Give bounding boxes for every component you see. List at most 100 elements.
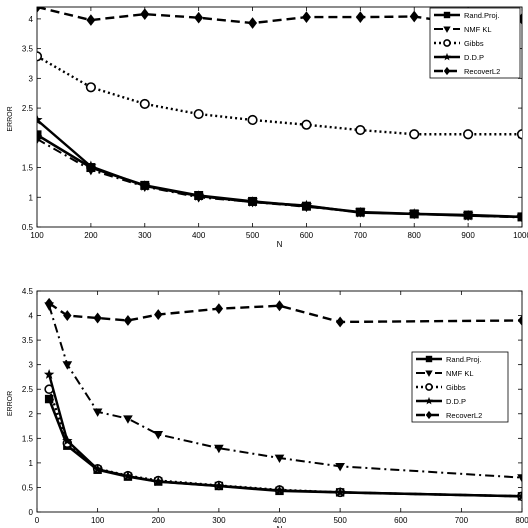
y-axis-label: ERROR — [7, 391, 14, 416]
x-tick-label: 700 — [354, 231, 368, 240]
series-D.D.P — [37, 114, 522, 222]
data-point — [334, 486, 346, 497]
data-point — [335, 462, 345, 472]
data-point — [516, 490, 522, 501]
data-point — [63, 310, 72, 322]
data-point — [409, 129, 420, 140]
data-point — [354, 206, 366, 218]
y-tick-label: 4.5 — [22, 287, 34, 296]
x-tick-label: 400 — [273, 516, 287, 525]
data-point — [274, 454, 285, 464]
data-point — [213, 480, 225, 491]
series-line — [37, 138, 522, 219]
data-point — [193, 190, 205, 201]
legend-label: NMF KL — [464, 25, 492, 34]
data-point — [139, 180, 151, 191]
legend-marker — [443, 11, 451, 19]
x-axis-label: N — [277, 240, 283, 249]
legend: Rand.Proj. NMF KL Gibbs D.D.P RecoverL2 — [429, 7, 521, 79]
data-point — [462, 209, 474, 221]
x-tick-label: 800 — [515, 516, 528, 525]
y-axis-label: ERROR — [7, 106, 14, 131]
data-point — [62, 361, 73, 370]
data-point — [85, 82, 96, 93]
y-tick-label: 2.5 — [22, 104, 34, 113]
legend-label: NMF KL — [446, 369, 474, 378]
data-point — [139, 98, 150, 109]
legend-label: Gibbs — [464, 39, 484, 48]
x-tick-label: 600 — [300, 231, 314, 240]
legend-label: Rand.Proj. — [464, 11, 499, 20]
y-tick-label: 1.5 — [22, 164, 34, 173]
data-point — [193, 108, 204, 120]
data-point — [123, 415, 133, 424]
legend-label: D.D.P — [464, 53, 484, 62]
data-point — [37, 51, 43, 62]
data-point — [335, 316, 345, 328]
plot-series-group — [43, 297, 522, 502]
data-point — [301, 119, 312, 130]
data-point — [37, 7, 42, 13]
series-NMF KL — [37, 135, 522, 223]
series-Rand.Proj. — [37, 130, 522, 222]
x-tick-label: 500 — [333, 516, 347, 525]
legend-label: D.D.P — [446, 397, 466, 406]
x-tick-label: 100 — [30, 231, 44, 240]
x-tick-label: 200 — [84, 231, 98, 240]
series-line — [48, 305, 522, 479]
series-NMF KL — [44, 302, 522, 483]
legend-marker — [425, 410, 433, 420]
legend-marker — [425, 355, 433, 363]
y-tick-label: 0.5 — [22, 483, 34, 492]
x-tick-label: 400 — [192, 231, 206, 240]
data-point — [247, 114, 258, 126]
legend-label: Rand.Proj. — [446, 355, 481, 364]
data-point — [516, 129, 522, 140]
series-Gibbs — [37, 51, 522, 140]
legend-marker — [443, 39, 451, 47]
series-line — [48, 302, 522, 324]
data-point — [517, 474, 522, 483]
legend-marker — [443, 52, 451, 61]
data-point — [463, 129, 474, 140]
data-point — [43, 369, 55, 379]
x-tick-label: 800 — [408, 231, 422, 240]
data-point — [37, 130, 42, 140]
data-point — [355, 11, 365, 23]
x-tick-label: 100 — [91, 516, 105, 525]
data-point — [516, 211, 522, 222]
legend-marker — [443, 26, 451, 33]
data-point — [140, 8, 150, 20]
data-point — [301, 11, 311, 23]
data-point — [409, 10, 419, 23]
y-tick-label: 1 — [29, 193, 34, 202]
legend-marker — [425, 370, 433, 377]
data-point — [44, 297, 54, 309]
y-tick-label: 3.5 — [22, 45, 34, 54]
data-point — [123, 315, 133, 326]
y-tick-label: 1 — [29, 459, 34, 468]
data-point — [517, 315, 522, 326]
data-point — [275, 300, 284, 312]
y-tick-label: 4 — [29, 312, 34, 321]
data-point — [62, 435, 73, 446]
series-line — [37, 55, 522, 136]
legend-label: RecoverL2 — [464, 67, 500, 76]
data-point — [37, 135, 43, 145]
data-point — [153, 476, 164, 486]
data-point — [274, 484, 285, 495]
data-point — [92, 408, 103, 417]
y-tick-label: 0 — [29, 508, 34, 517]
series-RecoverL2 — [44, 297, 522, 328]
data-point — [93, 312, 102, 324]
y-tick-label: 2 — [29, 410, 34, 419]
data-point — [37, 114, 43, 125]
y-tick-label: 4 — [29, 15, 34, 24]
data-point — [153, 431, 164, 440]
x-tick-label: 0 — [35, 516, 40, 525]
data-point — [246, 196, 259, 207]
data-point — [214, 444, 224, 454]
series-line — [37, 119, 522, 219]
